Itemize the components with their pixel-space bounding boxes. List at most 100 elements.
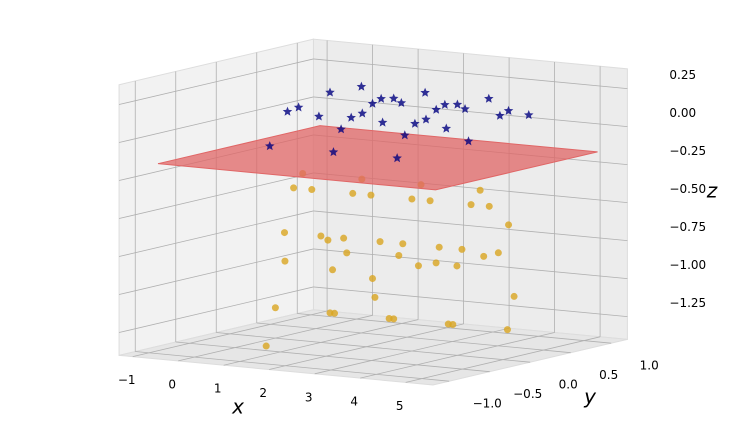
- circle-point: [458, 245, 466, 253]
- grid-line: [313, 58, 628, 89]
- circle-point: [317, 232, 325, 240]
- z-tick-label: 0.25: [669, 68, 696, 82]
- star-point: [264, 141, 275, 151]
- circle-point: [376, 238, 384, 246]
- star-point: [421, 114, 431, 124]
- grid-line: [135, 351, 450, 382]
- star-point: [328, 147, 339, 157]
- x-tick-label: 5: [396, 399, 404, 413]
- circle-point: [281, 257, 289, 265]
- grid-line: [118, 286, 314, 333]
- star-point: [431, 104, 441, 114]
- star-point: [452, 99, 463, 109]
- star-point: [356, 81, 367, 91]
- star-point: [523, 110, 534, 120]
- plane: [157, 125, 598, 191]
- circle-point: [453, 262, 461, 270]
- circle-point: [494, 249, 502, 257]
- star-point: [325, 87, 335, 97]
- grid-line: [118, 96, 314, 143]
- grid-line: [313, 286, 628, 317]
- star-point: [346, 112, 356, 122]
- star-point: [460, 104, 470, 114]
- y-tick-label: −1.0: [473, 397, 502, 411]
- grid-line: [118, 58, 314, 105]
- star-point: [503, 105, 514, 115]
- circle-point: [408, 195, 416, 203]
- circle-point: [281, 229, 288, 237]
- star-point: [388, 93, 399, 103]
- y-tick-label: 0.0: [559, 378, 578, 392]
- star-point: [420, 87, 430, 97]
- circle-point: [399, 240, 407, 248]
- circle-point: [485, 202, 493, 210]
- star-point: [495, 110, 505, 120]
- circle-point: [435, 243, 443, 251]
- y-tick-label: 0.5: [599, 368, 618, 382]
- y-axis-title: y: [583, 385, 597, 409]
- circle-point: [324, 236, 332, 244]
- star-point: [314, 111, 324, 121]
- circle-point: [329, 266, 337, 274]
- z-tick-label: −0.25: [669, 144, 706, 158]
- circle-point: [395, 252, 403, 260]
- z-tick-label: −1.00: [669, 258, 706, 272]
- star-point: [392, 153, 402, 163]
- star-point: [484, 93, 494, 103]
- circle-point: [290, 184, 298, 192]
- grid-line: [313, 210, 628, 241]
- star-point: [377, 117, 388, 127]
- circle-point: [510, 292, 518, 300]
- circle-point: [426, 197, 434, 205]
- grid-line: [297, 313, 612, 344]
- star-point: [400, 130, 410, 140]
- circle-point: [414, 262, 422, 270]
- star-point: [410, 118, 420, 128]
- z-tick-label: −0.75: [669, 220, 706, 234]
- grid-line: [118, 210, 314, 257]
- star-point: [463, 136, 474, 146]
- x-tick-label: 2: [259, 386, 267, 400]
- circle-point: [271, 304, 279, 312]
- star-point: [367, 98, 378, 108]
- star-point: [440, 99, 450, 109]
- grid-line: [313, 96, 628, 127]
- z-tick-label: −0.50: [669, 182, 706, 196]
- z-axis-title: z: [706, 179, 718, 203]
- grid-line: [313, 248, 628, 279]
- star-point: [336, 124, 346, 134]
- grid-line: [216, 332, 531, 363]
- grid-line: [256, 322, 571, 354]
- grid-line: [118, 172, 314, 219]
- circle-point: [331, 309, 339, 317]
- star-point: [441, 123, 452, 133]
- star-point: [293, 102, 304, 112]
- grid-line: [175, 341, 490, 373]
- circle-point: [369, 275, 376, 282]
- star-point: [282, 106, 293, 116]
- circle-point: [449, 320, 457, 328]
- circle-point: [503, 326, 511, 334]
- x-tick-label: 0: [168, 377, 176, 391]
- circle-point: [371, 293, 379, 301]
- circle-point: [349, 189, 357, 197]
- circle-point: [308, 186, 316, 194]
- x-tick-label: 3: [305, 390, 313, 404]
- circle-point: [340, 234, 348, 242]
- z-tick-label: −1.25: [669, 296, 706, 310]
- circle-point: [432, 259, 440, 267]
- circle-point: [390, 315, 398, 323]
- z-tick-label: 0.00: [669, 106, 696, 120]
- y-tick-label: −0.5: [513, 387, 542, 401]
- y-tick-label: 1.0: [640, 359, 659, 373]
- circle-point: [367, 191, 375, 199]
- x-tick-label: −1: [118, 373, 136, 387]
- circle-point: [343, 249, 351, 257]
- circle-point: [262, 342, 270, 350]
- circle-point: [467, 201, 475, 209]
- circle-point: [505, 221, 513, 229]
- x-axis-title: x: [231, 395, 244, 419]
- circle-point: [480, 252, 488, 260]
- star-point: [357, 108, 368, 118]
- grid-line: [118, 248, 314, 295]
